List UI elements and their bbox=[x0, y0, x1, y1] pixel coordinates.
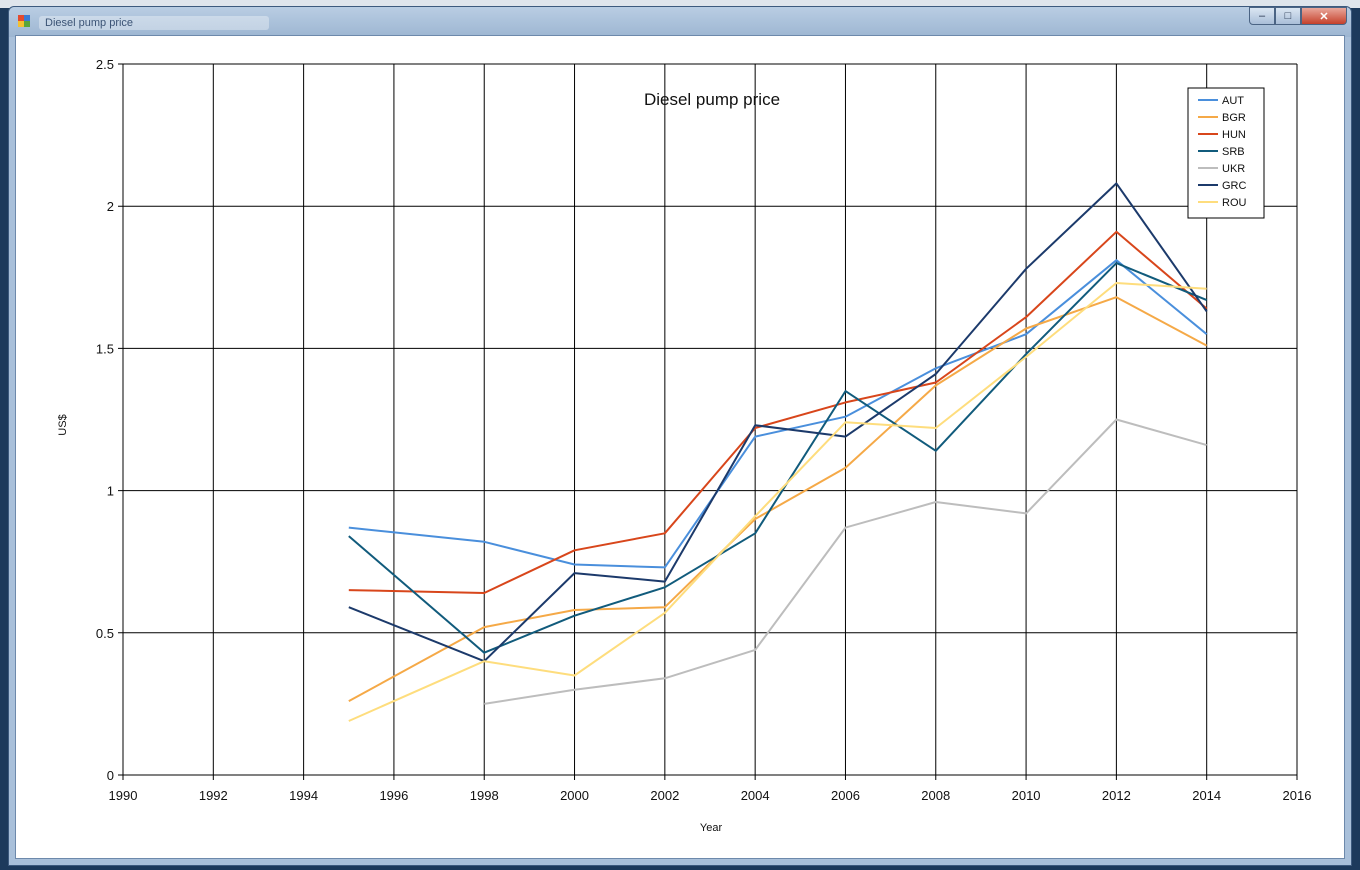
app-icon bbox=[18, 15, 30, 27]
y-tick-label: 1.5 bbox=[96, 341, 114, 356]
window-title: Diesel pump price bbox=[39, 16, 269, 30]
x-tick-label: 2008 bbox=[921, 788, 950, 803]
line-chart: 1990 1992 1994 1996 1998 2000 2002 2004 2006 2008… bbox=[57, 57, 1312, 834]
legend: AUT BGR HUN SRB UKR GRC ROU bbox=[1187, 87, 1265, 219]
series-line-hun bbox=[348, 230, 1208, 594]
series-line-aut bbox=[348, 259, 1208, 569]
chart-window: Diesel pump price – □ ✕ 1990 1992 1994 1996… bbox=[8, 6, 1352, 866]
x-tick-label: 2010 bbox=[1012, 788, 1041, 803]
window-controls: – □ ✕ bbox=[1249, 7, 1347, 27]
x-tick-label: 2016 bbox=[1283, 788, 1312, 803]
y-tick-label: 0.5 bbox=[96, 626, 114, 641]
series-line-ukr bbox=[484, 418, 1207, 705]
legend-items: AUT BGR HUN SRB UKR GRC ROU bbox=[1198, 95, 1247, 209]
legend-label: SRB bbox=[1222, 146, 1245, 158]
x-tick-label: 1992 bbox=[199, 788, 228, 803]
series-line-srb bbox=[348, 262, 1208, 654]
series-line-bgr bbox=[348, 296, 1208, 702]
series-line-grc bbox=[348, 182, 1208, 663]
legend-label: AUT bbox=[1222, 95, 1244, 107]
x-tick-label: 2002 bbox=[650, 788, 679, 803]
minimize-button[interactable]: – bbox=[1249, 7, 1275, 25]
close-button[interactable]: ✕ bbox=[1301, 7, 1347, 25]
x-tick-label: 2000 bbox=[560, 788, 589, 803]
series-lines bbox=[348, 182, 1208, 722]
x-tick-label: 1990 bbox=[109, 788, 138, 803]
x-tick-label: 1998 bbox=[470, 788, 499, 803]
maximize-button[interactable]: □ bbox=[1275, 7, 1301, 25]
axes: 1990 1992 1994 1996 1998 2000 2002 2004 2006 2008… bbox=[96, 57, 1312, 803]
legend-label: BGR bbox=[1222, 112, 1246, 124]
x-axis-label: Year bbox=[700, 822, 723, 834]
y-tick-label: 2 bbox=[107, 199, 114, 214]
x-tick-label: 1996 bbox=[379, 788, 408, 803]
x-tick-label: 2006 bbox=[831, 788, 860, 803]
y-tick-label: 1 bbox=[107, 484, 114, 499]
x-tick-label: 2014 bbox=[1192, 788, 1221, 803]
legend-label: GRC bbox=[1222, 180, 1247, 192]
desktop-strip bbox=[0, 0, 1360, 8]
y-axis-label: US$ bbox=[57, 414, 69, 435]
y-tick-label: 2.5 bbox=[96, 57, 114, 72]
y-tick-label: 0 bbox=[107, 768, 114, 783]
legend-box bbox=[1187, 87, 1265, 219]
grid-lines bbox=[118, 63, 1298, 780]
x-tick-label: 2004 bbox=[741, 788, 770, 803]
legend-label: HUN bbox=[1222, 129, 1246, 141]
legend-label: ROU bbox=[1222, 197, 1247, 209]
legend-label: UKR bbox=[1222, 163, 1245, 175]
chart-area: 1990 1992 1994 1996 1998 2000 2002 2004 2006 2008… bbox=[15, 35, 1345, 859]
series-line-rou bbox=[348, 282, 1207, 722]
x-tick-label: 1994 bbox=[289, 788, 318, 803]
chart-title: Diesel pump price bbox=[644, 90, 780, 109]
title-bar[interactable]: Diesel pump price – □ ✕ bbox=[9, 7, 1351, 37]
x-tick-label: 2012 bbox=[1102, 788, 1131, 803]
